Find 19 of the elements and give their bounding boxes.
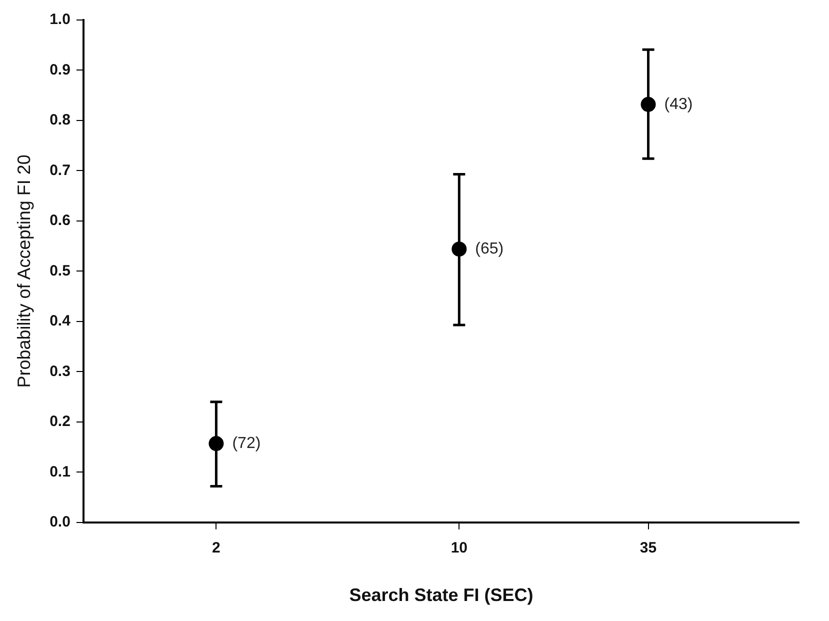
y-tick-label: 0.5 (50, 262, 70, 280)
y-tick-label: 0.4 (50, 312, 72, 330)
y-tick-label: 0.9 (50, 61, 70, 78)
x-tick-label: 10 (450, 540, 468, 557)
y-tick-label: 0.1 (50, 463, 70, 480)
annotation: (72) (232, 434, 261, 452)
x-axis-title: Search State FI (SEC) (349, 585, 534, 606)
y-axis-title: Probability of Accepting FI 20 (14, 154, 34, 388)
y-tick-label: 0.8 (50, 112, 70, 129)
annotation: (43) (664, 96, 693, 113)
annotation: (65) (475, 240, 504, 258)
x-tick-label: 35 (640, 540, 657, 557)
y-tick-label: 1.0 (50, 11, 70, 28)
x-tick-label: 2 (212, 540, 220, 557)
y-tick-label: 0.2 (50, 413, 70, 430)
y-tick-label: 0.0 (50, 514, 70, 531)
y-tick-label: 0.3 (50, 362, 70, 380)
y-tick-label: 0.7 (50, 162, 70, 179)
y-tick-label: 0.6 (50, 212, 70, 230)
